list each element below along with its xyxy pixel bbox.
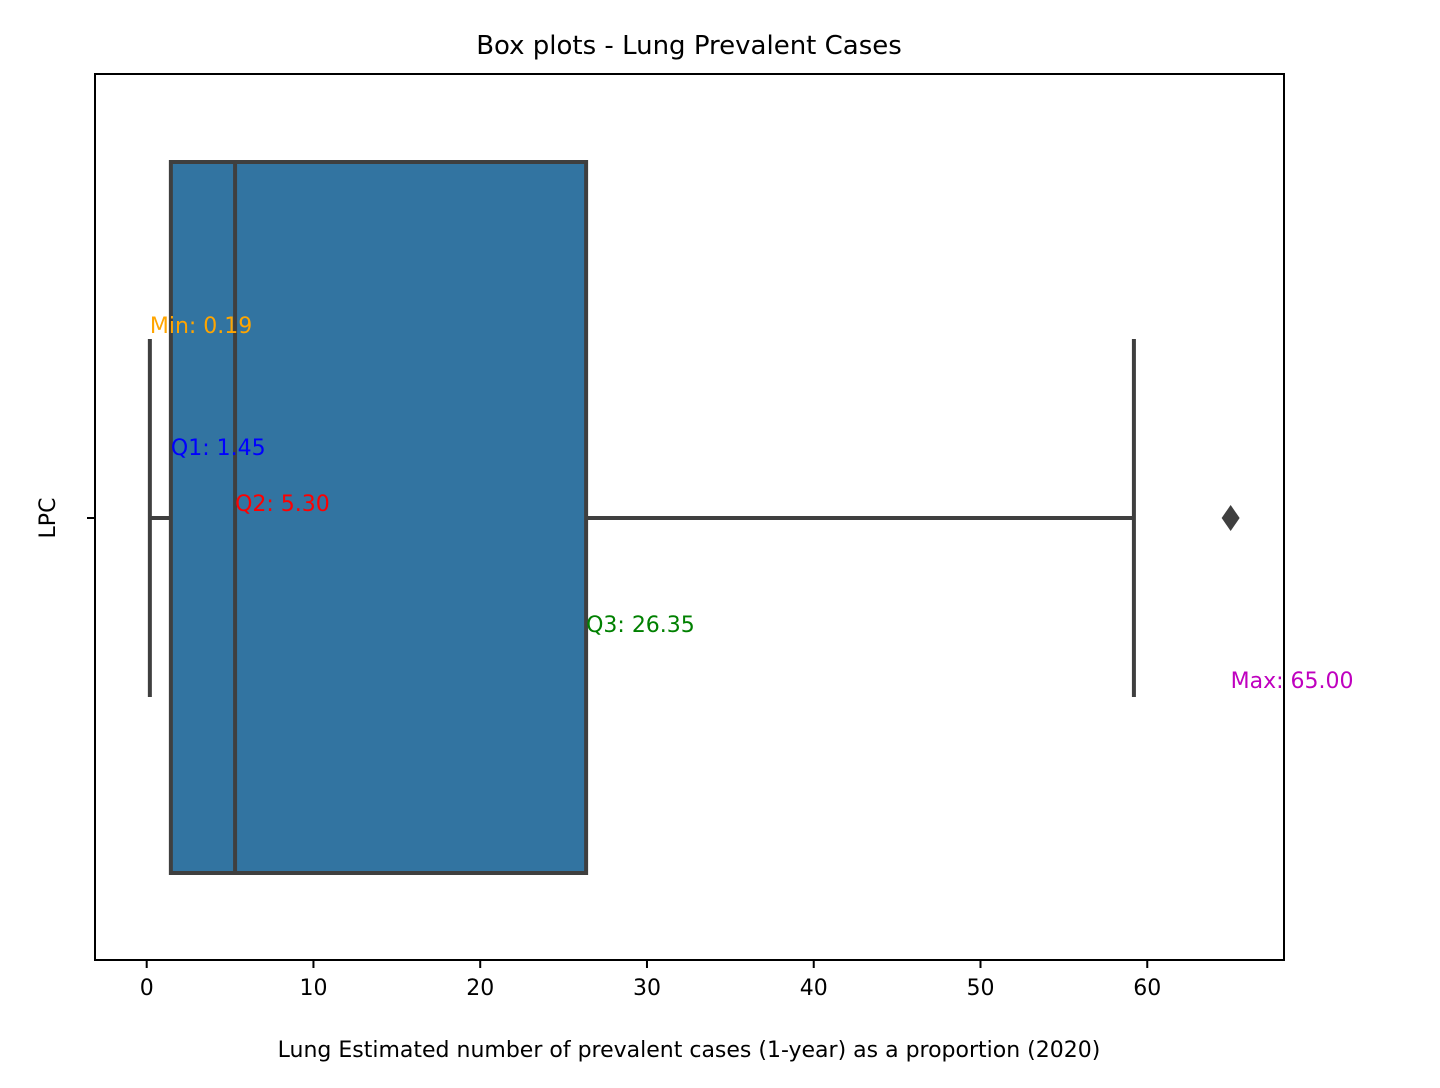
plot-area: Min: 0.19 Q1: 1.45 Q2: 5.30 Q3: 26.35 Max: 6…	[94, 73, 1354, 961]
y-axis: LPC	[36, 498, 95, 539]
x-axis-label: Lung Estimated number of prevalent cases…	[278, 1038, 1101, 1063]
x-tick-label: 50	[966, 976, 994, 1001]
x-tick-label: 30	[633, 976, 661, 1001]
x-tick-label: 0	[140, 976, 154, 1001]
x-tick-label: 60	[1133, 976, 1161, 1001]
x-axis: 0 10 20 30 40 50 60	[140, 960, 1161, 1001]
x-tick-label: 20	[466, 976, 494, 1001]
annotation-max: Max: 65.00	[1231, 669, 1354, 694]
annotation-min: Min: 0.19	[150, 314, 252, 339]
outlier-point	[1221, 505, 1240, 531]
chart-title: Box plots - Lung Prevalent Cases	[476, 31, 902, 61]
y-category-label: LPC	[36, 498, 61, 539]
annotation-q3: Q3: 26.35	[586, 613, 695, 638]
annotation-q1: Q1: 1.45	[171, 436, 266, 461]
x-tick-label: 40	[800, 976, 828, 1001]
x-tick-label: 10	[299, 976, 327, 1001]
iqr-box	[168, 160, 589, 875]
annotation-q2: Q2: 5.30	[235, 492, 330, 517]
